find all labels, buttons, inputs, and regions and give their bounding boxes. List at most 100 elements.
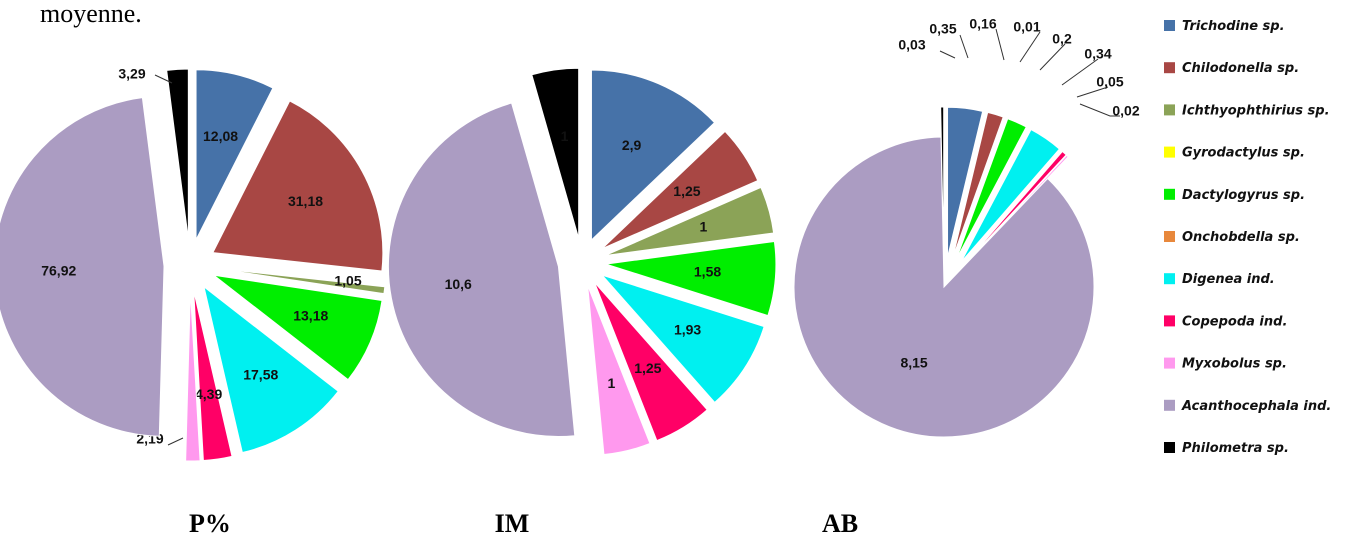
data-label-myxobolus-sp: 0,02 [1112,103,1139,119]
legend-item-copepoda-ind: Copepoda ind. [1164,314,1287,329]
pie-slice-dactylogyrus-sp [212,274,383,381]
data-label-digenea-ind: 1,93 [674,321,701,337]
legend-item-gyrodactylus-sp: Gyrodactylus sp. [1164,146,1305,161]
legend-label: Onchobdella sp. [1182,230,1300,245]
legend-item-onchobdella-sp: Onchobdella sp. [1164,230,1300,245]
data-label-copepoda-ind: 4,39 [195,386,222,402]
legend-item-ichthyophthirius-sp: Ichthyophthirius sp. [1164,103,1330,118]
pie-slice-acanthocephala-ind [0,97,165,437]
data-label-chilodonella-sp: 1,25 [673,183,700,199]
leader-line [167,437,184,446]
legend-swatch [1164,442,1175,453]
legend-swatch [1164,273,1175,285]
pie-chart-im: 2,9 1,25 1 1,58 1,93 1,25 1 10,6 1 [387,67,777,456]
pie-slice-myxobolus-sp [587,285,651,456]
legend-swatch [1164,231,1175,242]
legend-item-digenea-ind: Digenea ind. [1164,272,1275,287]
data-label-chilodonella-sp: 31,18 [288,193,323,209]
leader-line [1019,31,1041,63]
data-label-dactylogyrus-sp: 13,18 [293,307,328,323]
legend-item-trichodine-sp: Trichodine sp. [1164,19,1285,34]
legend-label: Gyrodactylus sp. [1182,146,1305,161]
data-label-acanthocephala-ind: 10,6 [445,276,472,292]
data-label-dactylogyrus-sp: 0,2 [1052,31,1072,47]
pie-slice-trichodine-sp [590,69,716,242]
pie-slice-dactylogyrus-sp [605,240,777,317]
legend: Trichodine sp. Chilodonella sp. Ichthyopht… [1164,19,1331,456]
legend-swatch [1164,104,1175,116]
chart-title-ab: AB [822,509,858,538]
pie-chart-p: 12,0831,181,0513,1817,584,392,1976,923,2… [0,66,386,462]
data-label-dactylogyrus-sp: 1,58 [694,264,721,280]
pie-slice-trichodine-sp [947,106,984,258]
legend-swatch [1164,188,1175,200]
data-label-trichodine-sp: 0,35 [929,21,956,37]
pie-slice-philometra-sp [531,67,580,239]
data-label-philometra-sp: 1 [561,128,569,144]
legend-label: Philometra sp. [1182,441,1289,456]
leader-line [1039,43,1066,71]
legend-label: Digenea ind. [1182,272,1275,287]
pie-slice-chilodonella-sp [212,100,384,272]
leader-line [1061,58,1099,86]
legend-swatch [1164,315,1175,327]
legend-swatch [1164,146,1175,158]
legend-label: Copepoda ind. [1182,314,1287,329]
chart-title-p: P% [189,509,231,538]
data-label-chilodonella-sp: 0,16 [969,16,996,32]
legend-swatch [1164,62,1175,74]
legend-item-chilodonella-sp: Chilodonella sp. [1164,61,1299,76]
legend-item-philometra-sp: Philometra sp. [1164,441,1289,456]
pie-charts: 12,0831,181,0513,1817,584,392,1976,923,2… [0,16,1140,462]
leader-line [1076,86,1109,98]
pie-slice-acanthocephala-ind [387,102,576,437]
data-label-myxobolus-sp: 1 [608,375,616,391]
pie-slice-myxobolus-sp [185,290,201,462]
pie-slice-acanthocephala-ind [793,136,1095,438]
data-label-acanthocephala-ind: 8,15 [900,355,927,371]
leader-line [1079,103,1120,117]
data-label-digenea-ind: 17,58 [243,366,278,382]
pie-slice-ichthyophthirius-sp [604,186,775,257]
data-label-ichthyophthirius-sp: 0,01 [1013,19,1040,35]
pie-slice-digenea-ind [203,285,339,454]
pie-slice-philometra-sp [940,106,945,258]
pie-slice-digenea-ind [600,274,765,404]
legend-item-acanthocephala-ind: Acanthocephala ind. [1164,399,1331,414]
pie-slice-chilodonella-sp [601,130,759,250]
legend-label: Myxobolus sp. [1182,357,1287,372]
data-label-philometra-sp: 0,03 [898,37,925,53]
pie-slice-ichthyophthirius-sp [215,267,386,295]
data-label-philometra-sp: 3,29 [118,66,145,82]
pie-slice-dactylogyrus-sp [955,118,1027,260]
pie-slice-trichodine-sp [195,69,274,240]
data-label-digenea-ind: 0,34 [1084,46,1111,62]
data-label-copepoda-ind: 0,05 [1096,74,1123,90]
leader-line [995,28,1005,61]
pie-chart-ab: 0,35 0,16 0,01 0,2 0,34 0,05 0,02 8,15 0,03 [793,16,1140,438]
pie-slice-ichthyophthirius-sp [953,116,1007,259]
legend-swatch [1164,357,1175,369]
data-label-copepoda-ind: 1,25 [634,360,661,376]
legend-label: Trichodine sp. [1182,19,1285,34]
legend-swatch [1164,20,1175,31]
legend-label: Ichthyophthirius sp. [1182,103,1330,118]
legend-label: Chilodonella sp. [1182,61,1299,76]
pie-slice-copepoda-ind [193,290,233,461]
pie-slice-philometra-sp [166,68,189,240]
leader-line [939,50,956,59]
legend-label: Acanthocephala ind. [1181,399,1331,414]
pie-slice-copepoda-ind [594,282,708,442]
data-label-acanthocephala-ind: 76,92 [41,262,76,278]
data-label-trichodine-sp: 2,9 [622,137,642,153]
data-label-ichthyophthirius-sp: 1 [699,219,707,235]
chart-title-im: IM [495,509,530,538]
data-label-trichodine-sp: 12,08 [203,128,238,144]
legend-label: Dactylogyrus sp. [1182,188,1305,203]
header-fragment: moyenne. [40,0,142,28]
leader-line [154,74,173,84]
pie-slice-digenea-ind [960,128,1061,263]
legend-item-myxobolus-sp: Myxobolus sp. [1164,357,1287,372]
pie-slice-copepoda-ind [963,150,1067,266]
